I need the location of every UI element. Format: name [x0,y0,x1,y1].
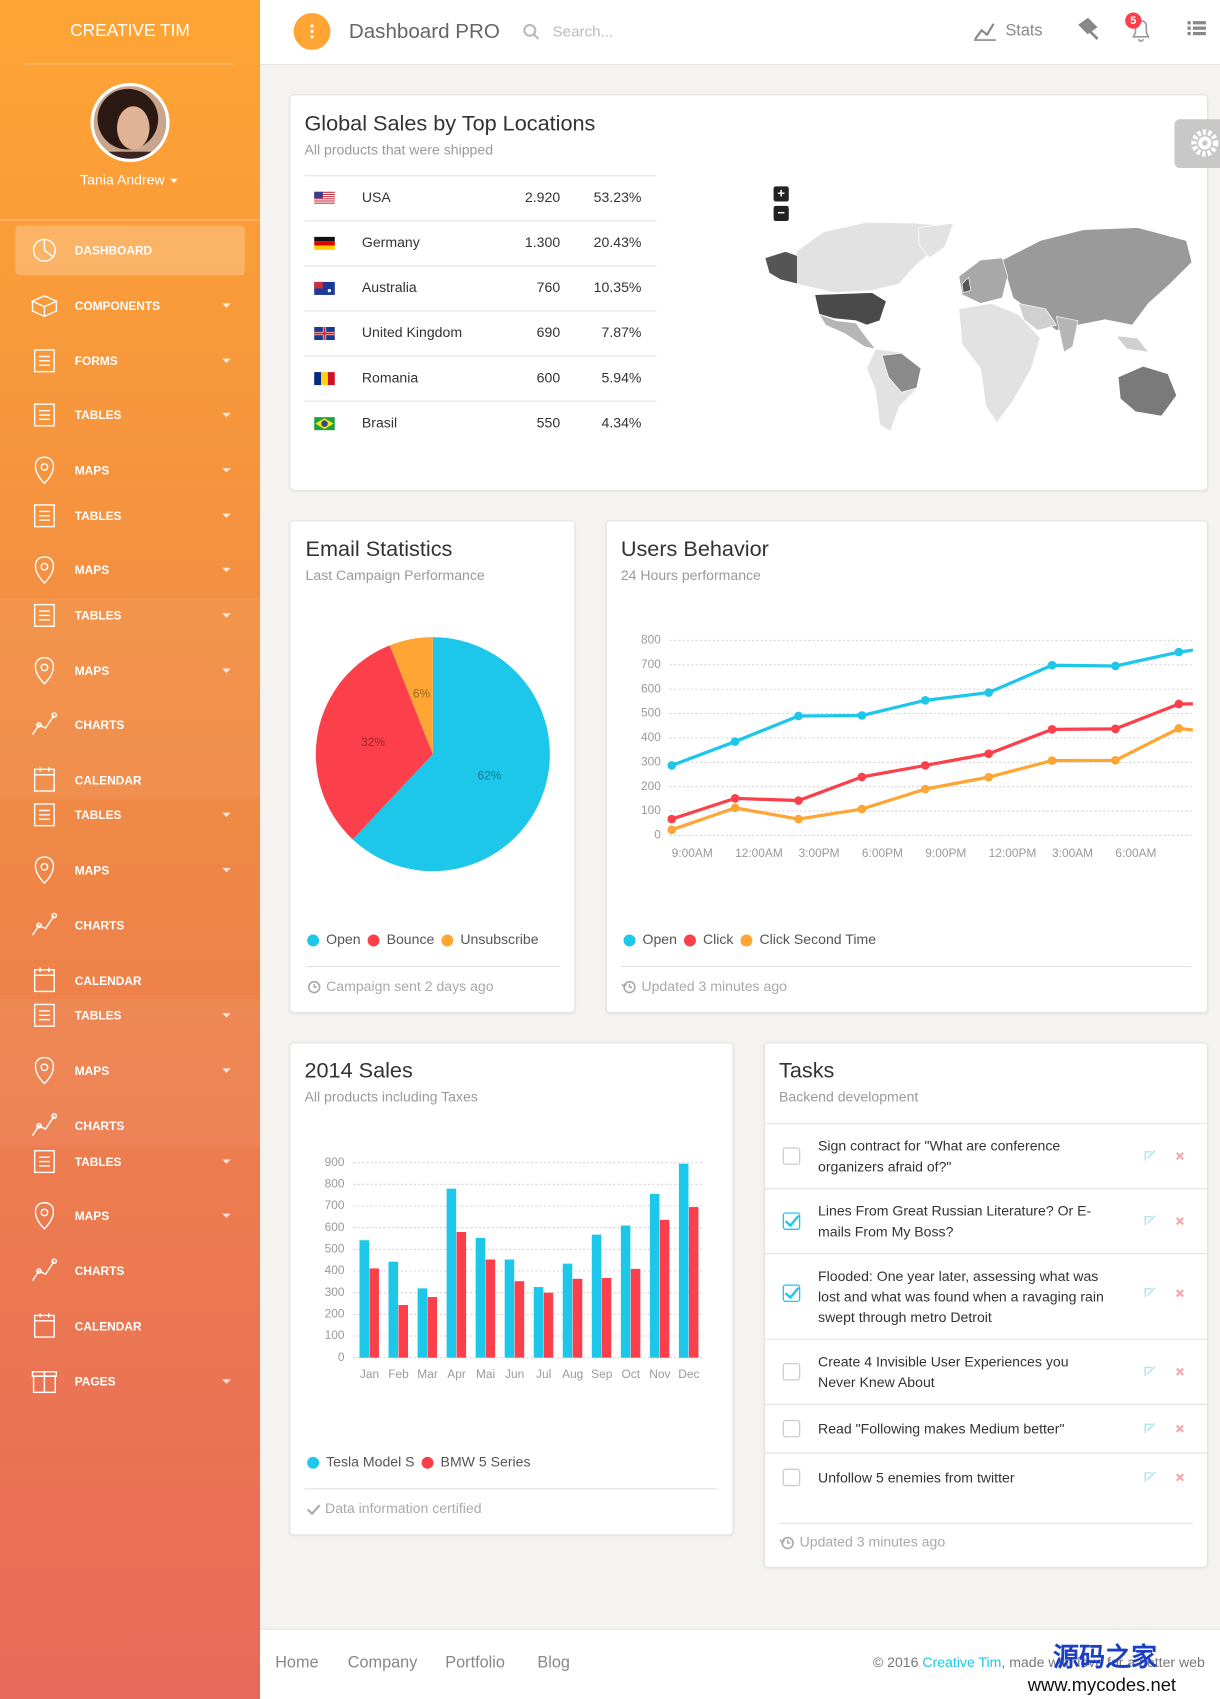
tasks-card [763,1042,1209,1568]
navbar [260,0,1220,66]
users-card [605,520,1209,1014]
sidebar [0,0,261,1699]
task-text: Sign contract for "What are conference o… [818,1137,1061,1175]
footer [260,1628,1220,1699]
task-text: Flooded: One year later, assessing what … [818,1267,1104,1326]
task-text: Read "Following makes Medium better" [818,1420,1065,1437]
task-text: Lines From Great Russian Literature? Or … [818,1202,1092,1240]
task-text: Unfollow 5 enemies from twitter [818,1469,1015,1486]
email-card [289,520,576,1014]
sales-card [289,94,1209,491]
task-text: Create 4 Invisible User Experiences you … [818,1353,1069,1391]
sales-2014-card [289,1042,734,1536]
